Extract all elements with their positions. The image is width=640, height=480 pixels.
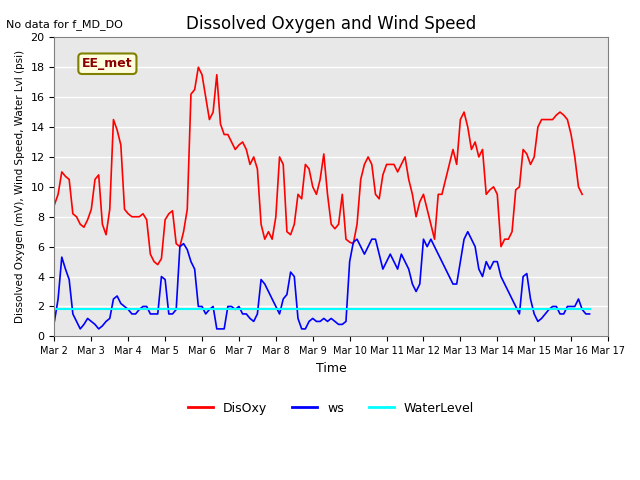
ws: [205, 307, 213, 312]
DisOxy: [195, 64, 202, 70]
Line: DisOxy: DisOxy: [54, 67, 582, 264]
Title: Dissolved Oxygen and Wind Speed: Dissolved Oxygen and Wind Speed: [186, 15, 476, 33]
DisOxy: [435, 192, 442, 197]
DisOxy: [88, 206, 95, 212]
DisOxy: [483, 192, 490, 197]
X-axis label: Time: Time: [316, 361, 347, 375]
ws: [586, 311, 593, 317]
ws: [368, 236, 376, 242]
DisOxy: [490, 184, 497, 190]
DisOxy: [154, 262, 161, 267]
ws: [324, 319, 332, 324]
Legend: DisOxy, ws, WaterLevel: DisOxy, ws, WaterLevel: [183, 397, 479, 420]
ws: [184, 247, 191, 252]
Line: ws: ws: [54, 232, 589, 329]
DisOxy: [128, 214, 136, 220]
DisOxy: [220, 132, 228, 137]
Text: EE_met: EE_met: [82, 57, 132, 70]
Text: No data for f_MD_DO: No data for f_MD_DO: [6, 19, 124, 30]
ws: [464, 229, 472, 235]
ws: [117, 300, 125, 306]
ws: [187, 259, 195, 264]
DisOxy: [51, 202, 58, 208]
ws: [76, 326, 84, 332]
Y-axis label: Dissolved Oxygen (mV), Wind Speed, Water Lvl (psi): Dissolved Oxygen (mV), Wind Speed, Water…: [15, 50, 25, 324]
DisOxy: [579, 192, 586, 197]
ws: [51, 319, 58, 324]
